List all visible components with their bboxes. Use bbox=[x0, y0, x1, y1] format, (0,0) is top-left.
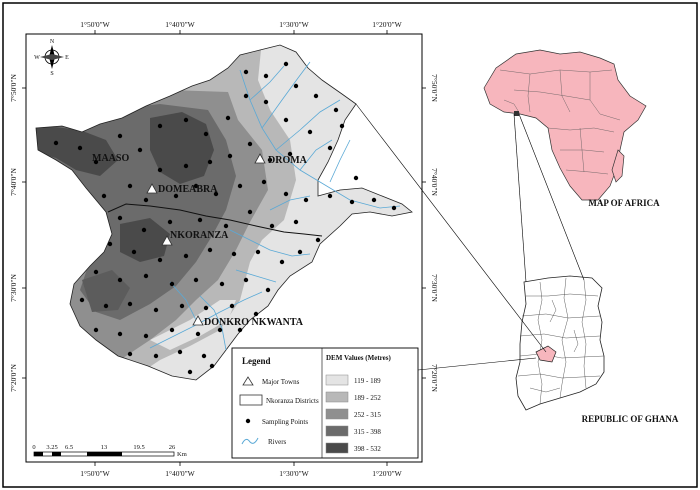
top-tick-label: 1°40'0"W bbox=[165, 20, 195, 29]
compass-s: S bbox=[50, 71, 53, 77]
legend-item: Sampling Points bbox=[262, 418, 308, 426]
legend-title: Legend bbox=[242, 356, 271, 366]
study-area-outline bbox=[35, 44, 413, 381]
dem-class-label: 189 - 252 bbox=[354, 394, 381, 402]
major-towns bbox=[146, 153, 266, 326]
compass-n: N bbox=[50, 39, 55, 45]
right-tick-label: 7°50'0"N bbox=[430, 74, 439, 102]
scale-bar: 0 3.25 6.5 13 19.5 26 Km bbox=[32, 444, 186, 458]
town-marker-domeabra bbox=[146, 183, 158, 194]
town-label-domeabra: DOMEABRA bbox=[158, 184, 218, 195]
dem-class-label: 398 - 532 bbox=[354, 445, 381, 453]
legend-district-symbol bbox=[239, 394, 263, 406]
top-tick-label: 1°30'0"W bbox=[279, 20, 309, 29]
nkoranza-highlight bbox=[535, 345, 557, 363]
dem-class-label: 315 - 398 bbox=[354, 428, 381, 436]
dem-swatch bbox=[325, 391, 349, 403]
scale-label: 6.5 bbox=[65, 444, 73, 451]
dem-class-label: 252 - 315 bbox=[354, 411, 381, 419]
dem-swatch bbox=[325, 442, 349, 454]
dem-legend-title: DEM Values (Metres) bbox=[326, 354, 391, 362]
scale-unit: Km bbox=[177, 451, 187, 458]
scale-label: 13 bbox=[101, 444, 108, 451]
north-arrow-icon: N S E W bbox=[34, 39, 69, 77]
legend-town-symbol bbox=[242, 376, 254, 386]
left-tick-label: 7°20'0"N bbox=[9, 364, 18, 392]
town-label-droma: DROMA bbox=[268, 155, 308, 166]
right-tick-label: 7°20'0"N bbox=[430, 364, 439, 392]
top-tick-label: 1°20'0"W bbox=[372, 20, 402, 29]
top-tick-label: 1°50'0"W bbox=[80, 20, 110, 29]
town-marker-droma bbox=[254, 153, 266, 164]
left-tick-label: 7°40'0"N bbox=[9, 168, 18, 196]
legend-river-symbol bbox=[241, 437, 259, 445]
africa-map bbox=[483, 49, 647, 201]
town-marker-nkoranza bbox=[161, 235, 173, 246]
dem-swatch bbox=[325, 408, 349, 420]
dem-class-label: 119 - 189 bbox=[354, 377, 381, 385]
scale-label: 3.25 bbox=[46, 444, 57, 451]
ghana-caption: REPUBLIC OF GHANA bbox=[582, 414, 679, 424]
dem-swatch bbox=[325, 425, 349, 437]
dem-swatch bbox=[325, 374, 349, 386]
compass-e: E bbox=[65, 55, 69, 61]
legend-item: Major Towns bbox=[262, 378, 300, 386]
legend-item: Nkoranza Districts bbox=[266, 397, 319, 405]
town-label-nkoranza: NKORANZA bbox=[170, 230, 229, 241]
town-label-maaso: MAASO bbox=[92, 153, 129, 164]
sampling-points bbox=[53, 61, 397, 375]
frame-ticks bbox=[22, 30, 426, 466]
legend-item: Rivers bbox=[268, 438, 287, 446]
connector-lines bbox=[355, 103, 585, 371]
bottom-tick-label: 1°40'0"W bbox=[165, 469, 195, 478]
right-tick-label: 7°40'0"N bbox=[430, 168, 439, 196]
town-label-donkro-nkwanta: DONKRO NKWANTA bbox=[204, 317, 304, 328]
left-tick-label: 7°50'0"N bbox=[9, 74, 18, 102]
rivers bbox=[149, 61, 401, 351]
bottom-tick-label: 1°50'0"W bbox=[80, 469, 110, 478]
compass-w: W bbox=[34, 55, 40, 61]
left-tick-label: 7°30'0"N bbox=[9, 274, 18, 302]
legend: Legend Major Towns Nkoranza Districts Sa… bbox=[231, 347, 419, 459]
scale-label: 0 bbox=[32, 444, 35, 451]
scale-label: 19.5 bbox=[133, 444, 144, 451]
africa-caption: MAP OF AFRICA bbox=[588, 198, 660, 208]
bottom-tick-label: 1°20'0"W bbox=[372, 469, 402, 478]
ghana-map bbox=[515, 275, 605, 411]
town-marker-donkro bbox=[192, 315, 204, 326]
legend-point-symbol bbox=[245, 418, 251, 424]
ghana-location-marker bbox=[514, 111, 519, 116]
bottom-tick-label: 1°30'0"W bbox=[279, 469, 309, 478]
district-boundary bbox=[107, 203, 323, 237]
scale-label: 26 bbox=[169, 444, 176, 451]
right-tick-label: 7°30'0"N bbox=[430, 274, 439, 302]
